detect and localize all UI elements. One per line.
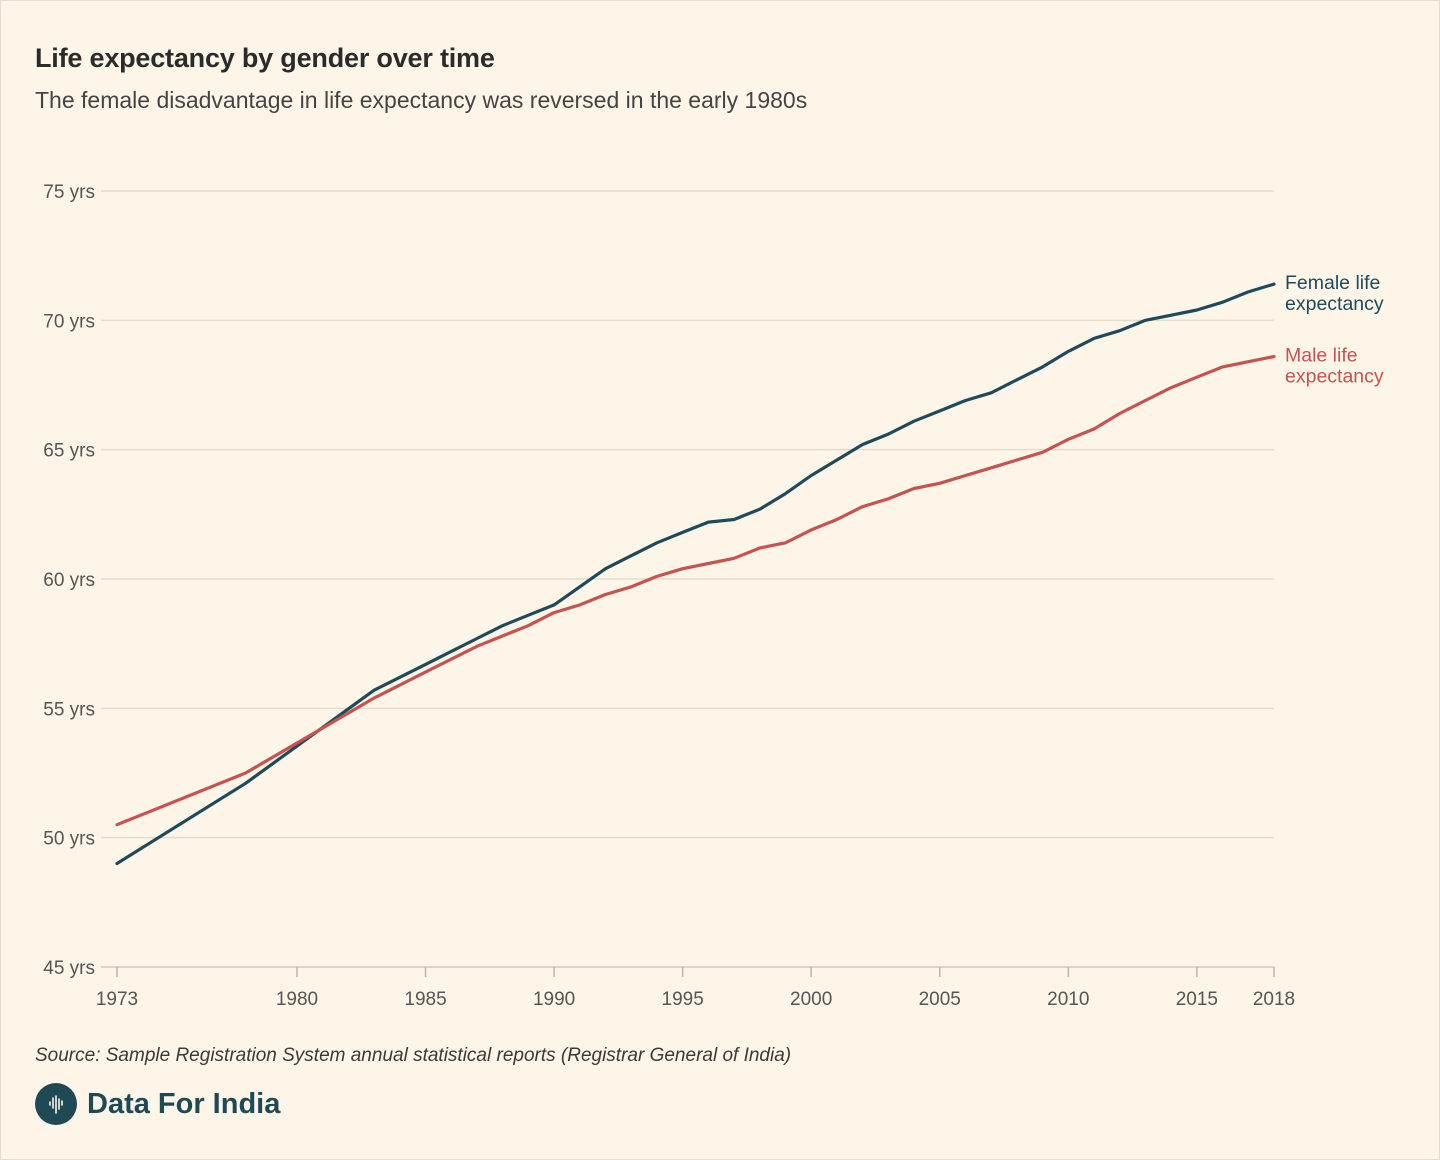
x-tick-label: 2005 <box>919 989 961 1010</box>
x-tick-label: 2010 <box>1047 989 1089 1010</box>
series-labels: Female life expectancy Male life expectancy <box>1285 272 1384 387</box>
series-label-male: Male life expectancy <box>1285 345 1384 388</box>
x-axis: 1973 1980 1985 1990 1995 2000 2005 2010 2015 2018 <box>96 967 1295 1010</box>
x-tick-label: 1985 <box>404 989 446 1010</box>
y-tick-label: 45 yrs <box>43 958 95 979</box>
x-tick-label: 1990 <box>533 989 575 1010</box>
y-tick-label: 60 yrs <box>43 570 95 591</box>
india-map-icon <box>35 1083 77 1125</box>
series-lines <box>115 282 1276 866</box>
y-axis-ticks: 75 yrs 70 yrs 65 yrs 60 yrs 55 yrs 50 yrs 45 y… <box>43 182 95 979</box>
y-tick-label: 55 yrs <box>43 699 95 720</box>
brand-name: Data For India <box>87 1087 281 1120</box>
x-tick-label: 2000 <box>790 989 832 1010</box>
x-tick-label: 2018 <box>1253 989 1295 1010</box>
brand-logo[interactable]: Data For India <box>35 1083 280 1125</box>
series-line-female <box>115 282 1276 866</box>
source-note: Source: Sample Registration System annua… <box>35 1045 792 1066</box>
gridlines <box>101 190 1274 968</box>
series-label-female: Female life expectancy <box>1285 272 1384 315</box>
x-tick-label: 1980 <box>276 989 318 1010</box>
y-tick-label: 50 yrs <box>43 829 95 850</box>
series-line-male <box>115 354 1276 827</box>
y-tick-label: 65 yrs <box>43 441 95 462</box>
x-tick-label: 1973 <box>96 989 138 1010</box>
x-tick-label: 2015 <box>1176 989 1218 1010</box>
y-tick-label: 70 yrs <box>43 311 95 332</box>
y-tick-label: 75 yrs <box>43 182 95 203</box>
chart-subtitle: The female disadvantage in life expectan… <box>35 87 808 113</box>
chart-title: Life expectancy by gender over time <box>35 43 495 73</box>
x-tick-label: 1995 <box>662 989 704 1010</box>
line-chart: 75 yrs 70 yrs 65 yrs 60 yrs 55 yrs 50 yrs 45 y… <box>43 182 1384 1010</box>
